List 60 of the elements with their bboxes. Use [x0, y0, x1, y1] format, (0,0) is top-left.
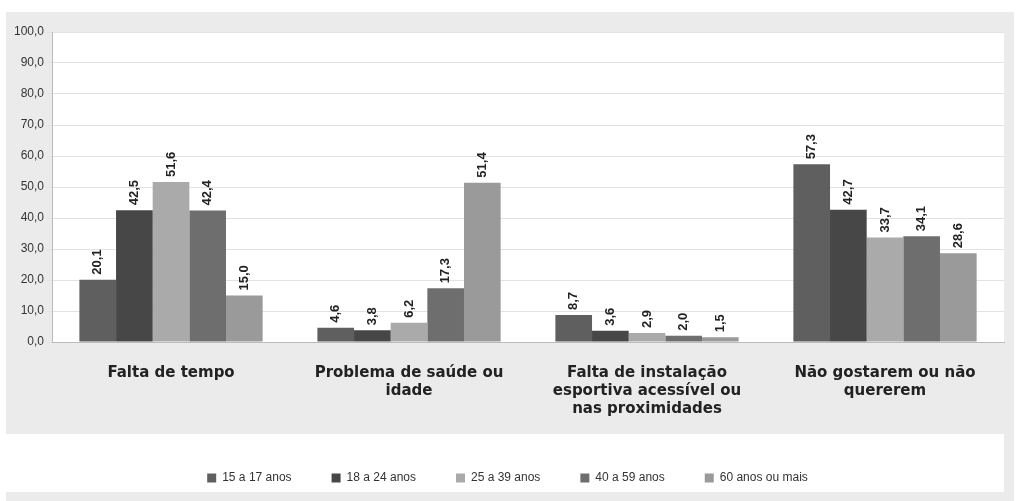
legend-label: 15 a 17 anos — [222, 470, 292, 485]
data-label: 51,4 — [473, 151, 489, 178]
x-tick-label: Falta de tempo — [107, 362, 235, 381]
legend-label: 40 a 59 anos — [595, 470, 665, 485]
data-label: 3,8 — [363, 307, 379, 326]
data-label: 1,5 — [711, 314, 727, 333]
y-tick-label: 90,0 — [20, 55, 45, 70]
data-label: 33,7 — [876, 207, 892, 233]
bar — [628, 333, 666, 342]
bar — [555, 315, 593, 342]
data-label: 20,1 — [89, 249, 105, 275]
data-label: 2,9 — [638, 309, 654, 329]
bar — [665, 335, 702, 342]
bar — [390, 322, 428, 342]
bar — [830, 209, 867, 342]
y-tick-label: 0,0 — [27, 334, 45, 349]
bar — [464, 182, 501, 342]
x-tick-label: Não gostarem ou não quererem — [794, 362, 976, 399]
y-tick-label: 40,0 — [20, 210, 45, 225]
data-label: 2,0 — [675, 312, 691, 331]
bar — [189, 210, 226, 342]
data-label: 4,6 — [327, 304, 343, 323]
legend-label: 60 anos ou mais — [719, 470, 808, 485]
data-label: 57,3 — [803, 134, 819, 160]
bar — [701, 337, 739, 342]
bar — [79, 279, 117, 342]
bar — [116, 210, 153, 342]
y-tick-label: 20,0 — [20, 272, 45, 287]
bar — [903, 236, 940, 342]
bar — [354, 330, 391, 342]
legend-label: 18 a 24 anos — [346, 470, 416, 485]
data-label: 17,3 — [437, 258, 453, 284]
y-tick-label: 50,0 — [20, 179, 45, 194]
x-tick-label: Problema de saúde ou idade — [314, 362, 504, 399]
data-label: 8,7 — [565, 291, 581, 311]
data-label: 42,5 — [125, 179, 141, 206]
data-label: 51,6 — [162, 151, 178, 178]
bar — [317, 327, 355, 342]
data-label: 42,4 — [199, 179, 215, 206]
bar — [152, 182, 190, 342]
y-tick-label: 100,0 — [14, 24, 45, 39]
data-label: 3,6 — [601, 307, 617, 326]
bar — [427, 288, 464, 342]
bar — [866, 237, 904, 342]
y-tick-label: 30,0 — [20, 241, 45, 256]
legend-label: 25 a 39 anos — [470, 470, 541, 485]
x-tick-label: Falta de instalação esportiva acessível ou nas proximidades — [552, 362, 742, 417]
bar — [793, 164, 831, 342]
y-tick-label: 10,0 — [20, 303, 45, 318]
bar — [939, 253, 977, 342]
y-tick-label: 60,0 — [20, 148, 45, 163]
data-label: 6,2 — [400, 299, 416, 318]
bar — [226, 295, 263, 342]
data-label: 15,0 — [235, 265, 251, 291]
data-label: 28,6 — [949, 223, 965, 249]
data-label: 34,1 — [913, 205, 929, 232]
y-tick-label: 80,0 — [20, 86, 45, 101]
y-tick-label: 70,0 — [20, 117, 45, 132]
bar — [592, 330, 629, 342]
data-label: 42,7 — [839, 179, 855, 205]
